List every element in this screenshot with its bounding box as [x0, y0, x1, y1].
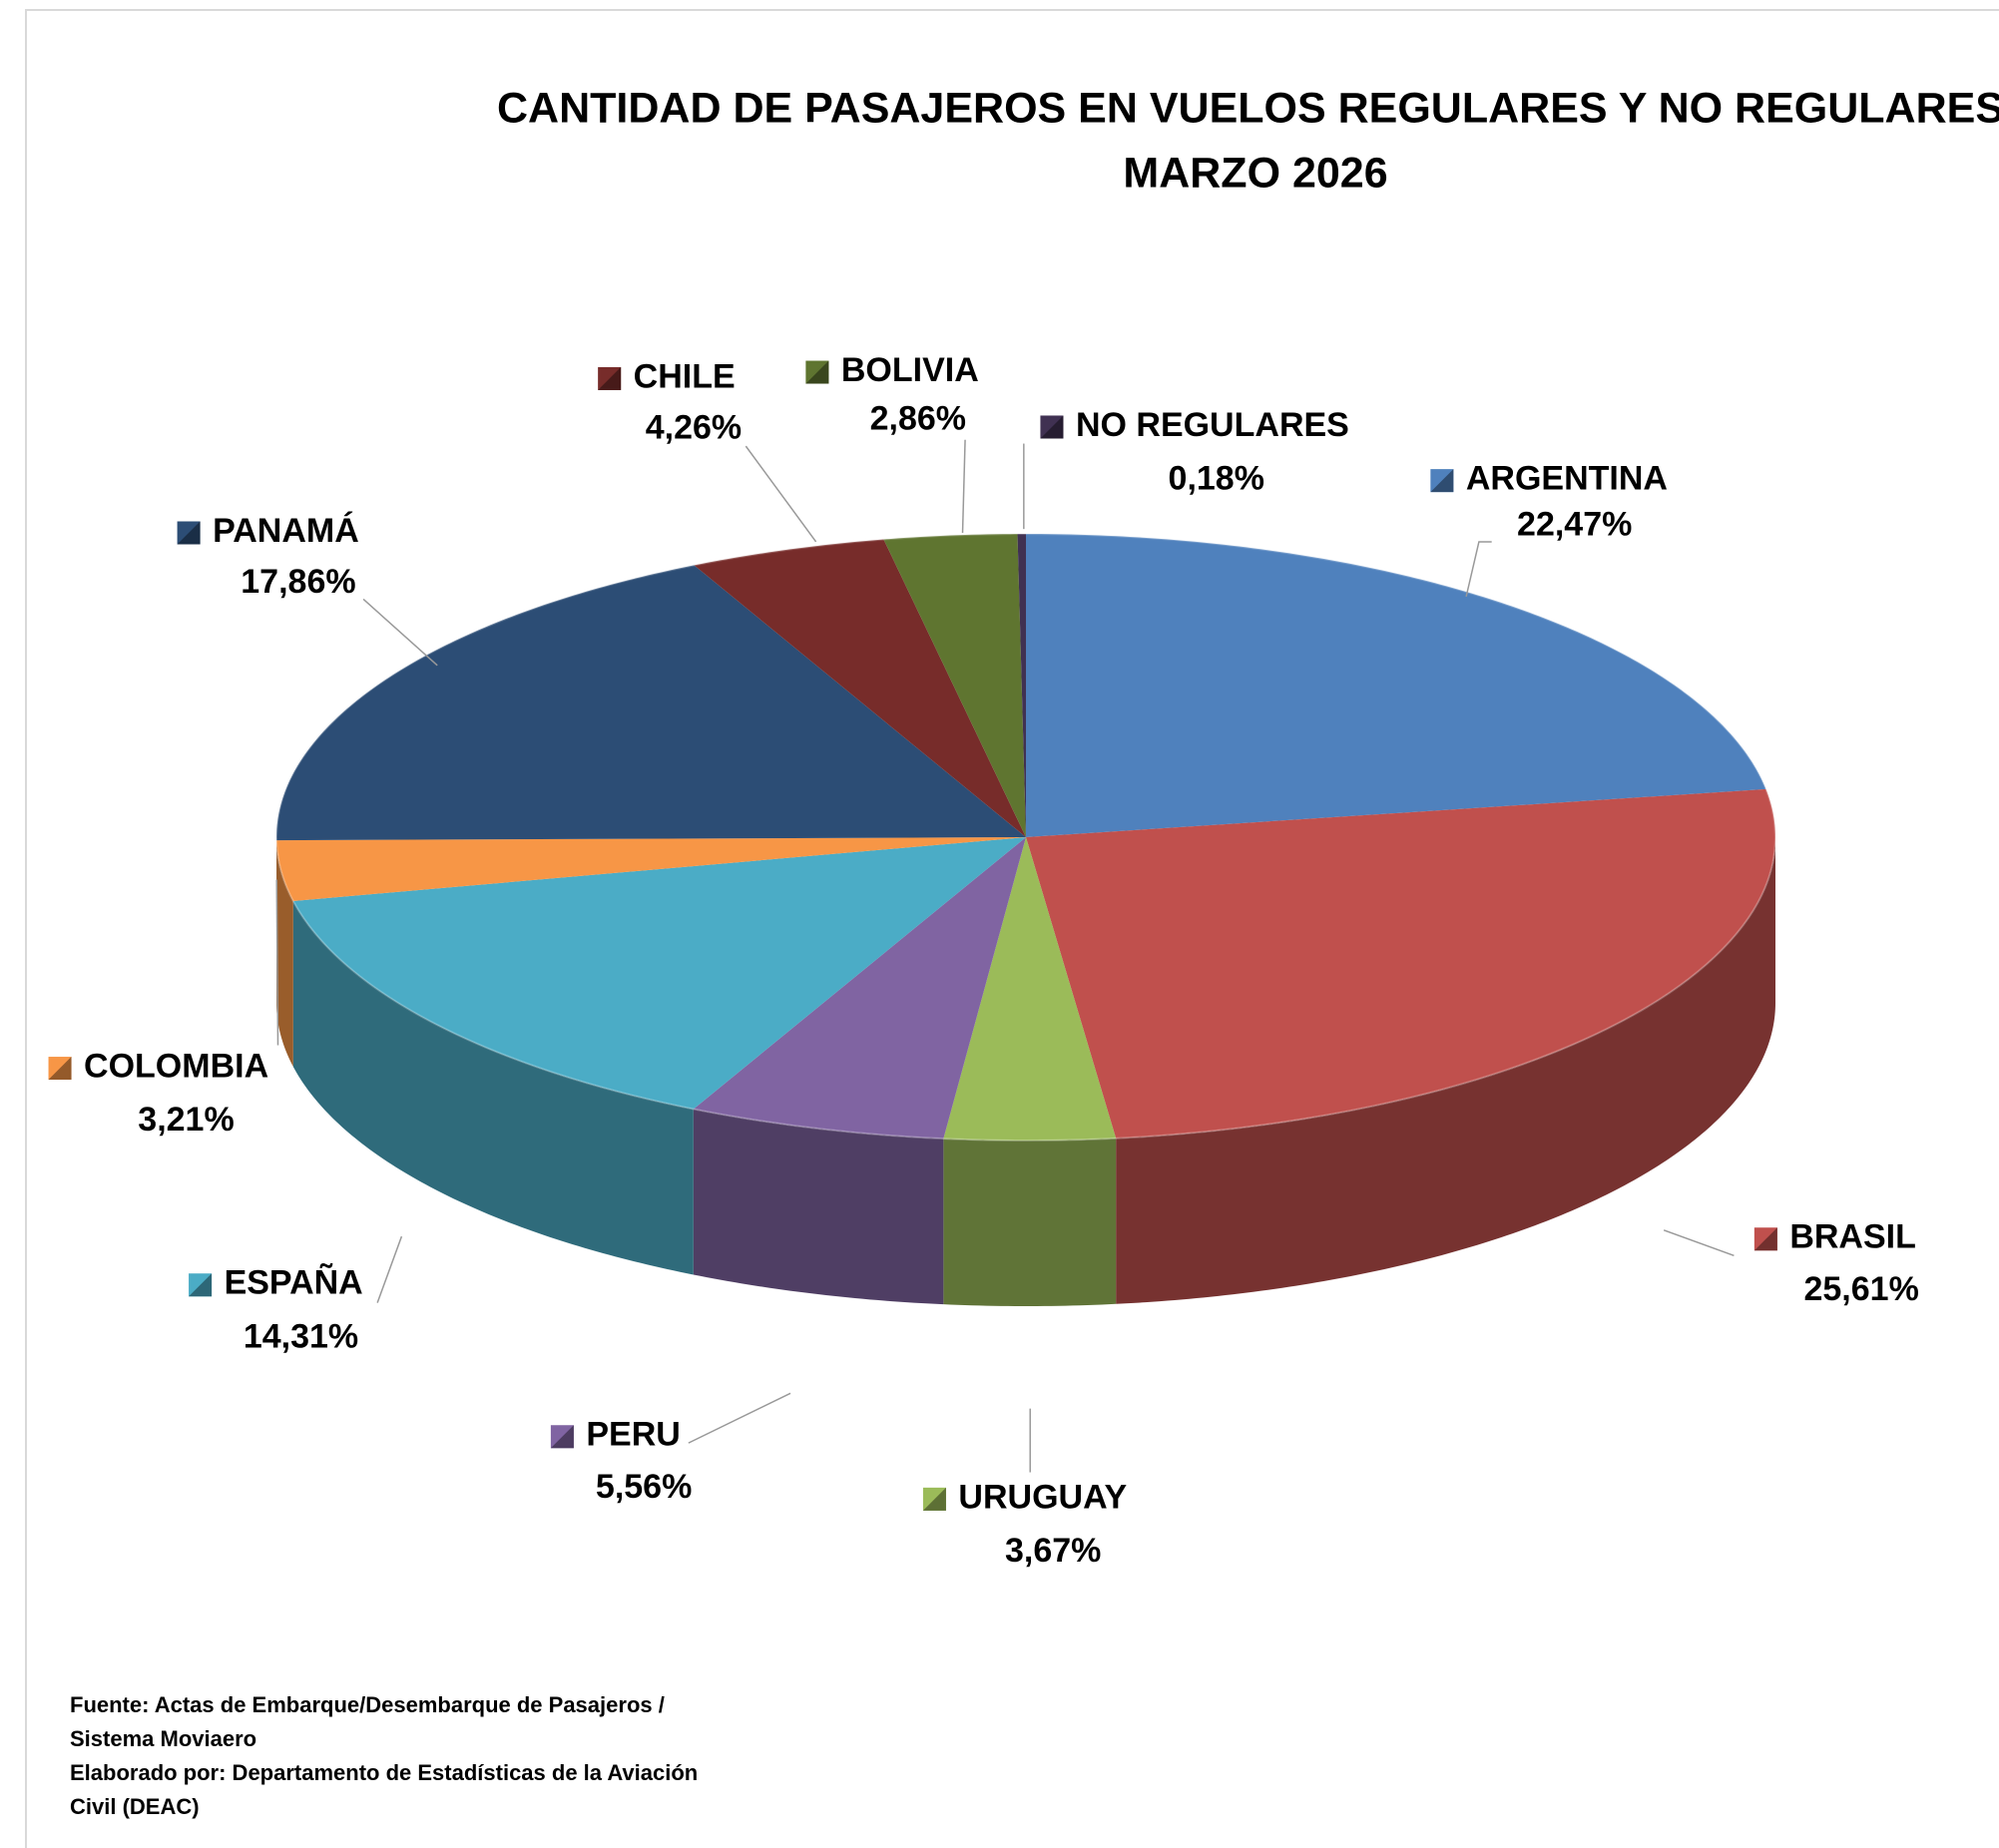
- chart-border: [25, 9, 1999, 1848]
- leader-line: [362, 598, 438, 667]
- slice: [276, 565, 1027, 841]
- legend-swatch-shade: [598, 366, 622, 390]
- value-label: 25,61%: [1803, 1270, 1918, 1308]
- source-note: Elaborado por: Departamento de Estadísti…: [70, 1760, 698, 1785]
- value-label: 5,56%: [596, 1468, 692, 1506]
- value-label: 17,86%: [241, 563, 355, 601]
- legend-swatch-shade: [177, 521, 201, 545]
- legend-swatch-shade: [1430, 469, 1454, 493]
- slice: [1026, 534, 1766, 837]
- legend-swatch-shade: [1753, 1227, 1777, 1251]
- legend-swatch-shade: [922, 1487, 946, 1511]
- legend-swatch-shade: [189, 1273, 213, 1297]
- source-note: Fuente: Actas de Embarque/Desembarque de…: [70, 1692, 665, 1717]
- legend-swatch-shade: [550, 1425, 574, 1449]
- category-label: BOLIVIA: [841, 351, 979, 389]
- slice-side: [276, 840, 293, 1067]
- slice: [292, 837, 1026, 1110]
- value-label: 2,86%: [870, 400, 966, 438]
- value-label: 3,67%: [1005, 1532, 1101, 1570]
- leader-line: [961, 439, 966, 534]
- value-label: 4,26%: [646, 409, 742, 447]
- pie-rim: [275, 533, 1776, 1142]
- slice: [693, 837, 1026, 1140]
- category-label: URUGUAY: [958, 1478, 1127, 1516]
- leader-line: [275, 879, 279, 1046]
- category-label: COLOMBIA: [84, 1048, 268, 1086]
- slice: [694, 539, 1026, 837]
- category-label: CHILE: [634, 357, 736, 395]
- slice-side: [292, 900, 694, 1275]
- value-label: 0,18%: [1169, 460, 1264, 498]
- slice: [1017, 534, 1026, 837]
- source-notes: Fuente: Actas de Embarque/Desembarque de…: [70, 1692, 698, 1819]
- slice: [943, 837, 1117, 1141]
- slice-side: [943, 1138, 1117, 1306]
- slice-side: [1116, 837, 1775, 1304]
- slice: [883, 534, 1026, 837]
- category-label: BRASIL: [1789, 1218, 1916, 1256]
- leader-line: [688, 1392, 791, 1444]
- slice-side: [693, 1109, 944, 1305]
- pie-sides: [276, 837, 1775, 1306]
- slice: [276, 837, 1026, 901]
- value-label: 14,31%: [244, 1317, 358, 1355]
- leader-line: [1663, 1229, 1735, 1257]
- legend-swatch-shade: [1040, 415, 1064, 439]
- value-label: 3,21%: [138, 1101, 234, 1139]
- category-label: PANAMÁ: [213, 512, 359, 550]
- data-labels: ARGENTINA 22,47% BRASIL 25,61% URUGUAY 3,67% P…: [48, 351, 1919, 1570]
- chart-subtitle: MARZO 2026: [1123, 149, 1387, 197]
- category-label: PERU: [586, 1416, 680, 1454]
- value-label: 22,47%: [1517, 506, 1632, 544]
- legend-swatch-shade: [48, 1057, 72, 1081]
- category-label: ESPAÑA: [225, 1264, 363, 1302]
- legend-swatch-shade: [805, 360, 829, 384]
- slice: [1026, 788, 1775, 1139]
- pie-top: [275, 533, 1776, 1142]
- source-note: Sistema Moviaero: [70, 1726, 256, 1751]
- category-label: NO REGULARES: [1076, 406, 1349, 444]
- leader-line: [376, 1235, 403, 1303]
- chart-title: CANTIDAD DE PASAJEROS EN VUELOS REGULARE…: [497, 84, 1999, 132]
- category-label: ARGENTINA: [1466, 460, 1668, 498]
- source-note: Civil (DEAC): [70, 1794, 200, 1819]
- leader-line: [1465, 541, 1492, 598]
- leader-line: [745, 445, 817, 543]
